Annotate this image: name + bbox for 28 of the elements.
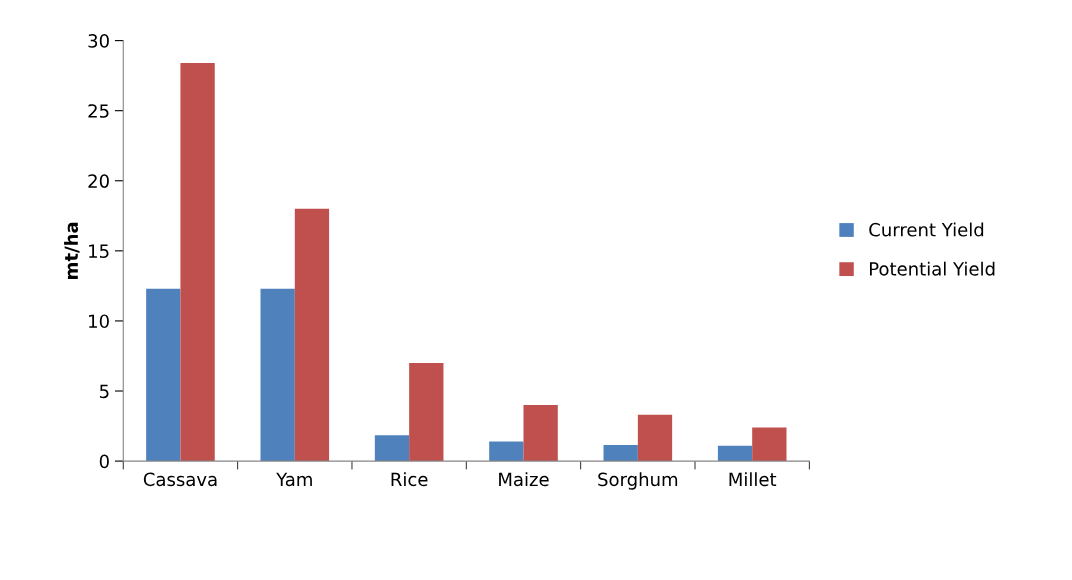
legend-label: Potential Yield — [869, 261, 995, 276]
y-tick-label: 15 — [89, 244, 109, 258]
bar — [146, 288, 181, 462]
bar — [523, 405, 558, 462]
bar — [489, 441, 524, 462]
bar — [409, 362, 444, 462]
bar — [374, 435, 410, 462]
x-tick-label: Cassava — [143, 472, 217, 487]
legend-label: Current Yield — [869, 222, 984, 237]
y-axis-title: mt/ha — [64, 222, 80, 279]
x-tick-label: Yam — [276, 472, 312, 487]
y-tick-label: 10 — [89, 314, 109, 329]
bar — [603, 444, 638, 462]
bar — [260, 288, 295, 462]
bar — [752, 427, 787, 462]
y-tick-label: 20 — [88, 174, 109, 188]
y-tick-label: 0 — [99, 454, 109, 469]
bar — [717, 445, 753, 462]
y-tick-label: 5 — [99, 384, 109, 399]
x-tick-label: Sorghum — [598, 472, 678, 490]
y-tick-label: 25 — [88, 104, 109, 118]
x-tick-label: Maize — [499, 472, 549, 487]
y-tick-label: 30 — [88, 34, 109, 48]
bar — [294, 208, 330, 462]
x-tick-label: Rice — [391, 472, 428, 487]
x-tick-label: Millet — [729, 472, 777, 487]
bar — [637, 414, 673, 462]
bar — [180, 63, 215, 462]
